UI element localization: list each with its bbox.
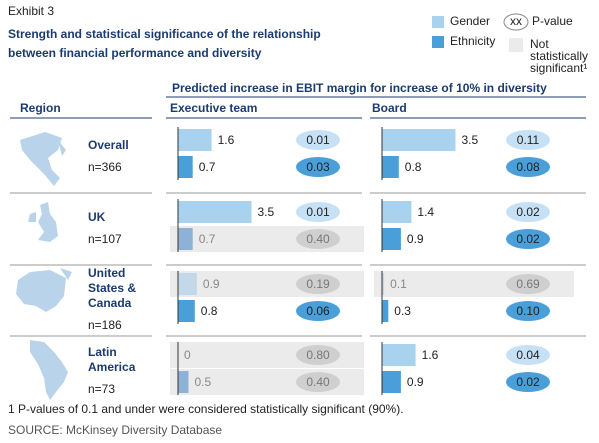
p-value-marker (296, 229, 340, 249)
bar (382, 300, 389, 322)
bar (178, 129, 212, 151)
value-label: 3.5 (462, 133, 479, 147)
p-value-marker (506, 345, 550, 365)
legend-swatch (509, 38, 523, 52)
region-n: n=186 (88, 318, 122, 332)
p-value-marker (296, 202, 340, 222)
region-n: n=366 (88, 160, 122, 174)
region-n: n=73 (88, 382, 115, 396)
panel-header: Board (372, 101, 407, 115)
value-label: 0.3 (394, 304, 411, 318)
p-value-marker (296, 157, 340, 177)
p-value-label: 0.01 (306, 205, 330, 219)
value-label: 1.6 (218, 133, 235, 147)
region-name: Latin (88, 345, 117, 359)
p-value-label: 0.10 (516, 304, 540, 318)
legend-swatch (432, 16, 444, 28)
value-label: 0.7 (199, 232, 216, 246)
bar (178, 228, 193, 250)
bar (382, 344, 416, 366)
value-label: 0.7 (199, 160, 216, 174)
value-label: 0.9 (407, 375, 424, 389)
p-value-marker (296, 372, 340, 392)
p-value-label: 0.80 (306, 348, 330, 362)
p-value-label: 0.08 (516, 160, 540, 174)
bar (382, 228, 401, 250)
bar (382, 129, 456, 151)
p-value-label: 0.69 (516, 277, 540, 291)
source: SOURCE: McKinsey Diversity Database (8, 423, 222, 437)
bar (382, 156, 399, 178)
p-value-label: 0.03 (306, 160, 330, 174)
p-value-marker (506, 274, 550, 294)
legend-swatch (432, 36, 444, 48)
region-name: Canada (88, 296, 132, 310)
p-value-marker (506, 202, 550, 222)
legend-label: Not (530, 37, 549, 51)
bar (382, 201, 412, 223)
p-value-marker (506, 229, 550, 249)
legend-pvalue (503, 13, 529, 31)
p-value-label: 0.11 (517, 133, 540, 147)
p-value-marker (506, 372, 550, 392)
value-label: 0.9 (203, 277, 220, 291)
value-label: 0 (184, 348, 191, 362)
panel-header: Executive team (170, 101, 257, 115)
region-n: n=107 (88, 232, 122, 246)
legend-label: Ethnicity (450, 34, 495, 48)
region-name: United (88, 266, 125, 280)
bar (178, 201, 252, 223)
bar (178, 273, 197, 295)
region-header: Region (20, 101, 61, 115)
p-value-marker (296, 301, 340, 321)
p-value-label: 0.19 (306, 277, 330, 291)
legend-label: statistically (530, 49, 588, 63)
p-value-label: 0.40 (306, 375, 330, 389)
value-label: 0.1 (390, 277, 407, 291)
region-name: States & (88, 281, 136, 295)
legend-label: significant¹ (530, 61, 587, 75)
p-value-label: 0.01 (306, 133, 330, 147)
chart-title: between financial performance and divers… (8, 46, 262, 60)
p-value-label: 0.40 (306, 232, 330, 246)
bar (178, 300, 195, 322)
value-label: 3.5 (258, 205, 275, 219)
legend-label: P-value (532, 14, 573, 28)
legend-pvalue-symbol: xx (510, 14, 522, 28)
region-name: UK (88, 210, 106, 224)
p-value-label: 0.06 (306, 304, 330, 318)
exhibit-label: Exhibit 3 (8, 4, 54, 18)
bar (382, 371, 401, 393)
value-label: 0.8 (405, 160, 422, 174)
p-value-marker (506, 157, 550, 177)
value-label: 0.8 (201, 304, 218, 318)
p-value-marker (296, 130, 340, 150)
value-label: 0.5 (195, 375, 212, 389)
p-value-marker (506, 130, 550, 150)
region-name: America (88, 360, 136, 374)
bar (178, 156, 193, 178)
subtitle: Predicted increase in EBIT margin for in… (172, 81, 547, 95)
region-maps (16, 132, 72, 400)
legend-label: Gender (450, 14, 490, 28)
p-value-label: 0.02 (516, 205, 540, 219)
p-value-label: 0.04 (516, 348, 540, 362)
bar (382, 273, 385, 295)
value-label: 1.6 (422, 348, 439, 362)
chart-title: Strength and statistical significance of… (8, 27, 321, 41)
p-value-label: 0.02 (516, 232, 540, 246)
p-value-marker (296, 345, 340, 365)
value-label: 1.4 (417, 205, 434, 219)
region-name: Overall (88, 138, 129, 152)
bar (178, 371, 189, 393)
value-label: 0.9 (407, 232, 424, 246)
footnote: 1 P-values of 0.1 and under were conside… (8, 402, 404, 416)
p-value-marker (506, 301, 550, 321)
p-value-label: 0.02 (516, 375, 540, 389)
p-value-marker (296, 274, 340, 294)
